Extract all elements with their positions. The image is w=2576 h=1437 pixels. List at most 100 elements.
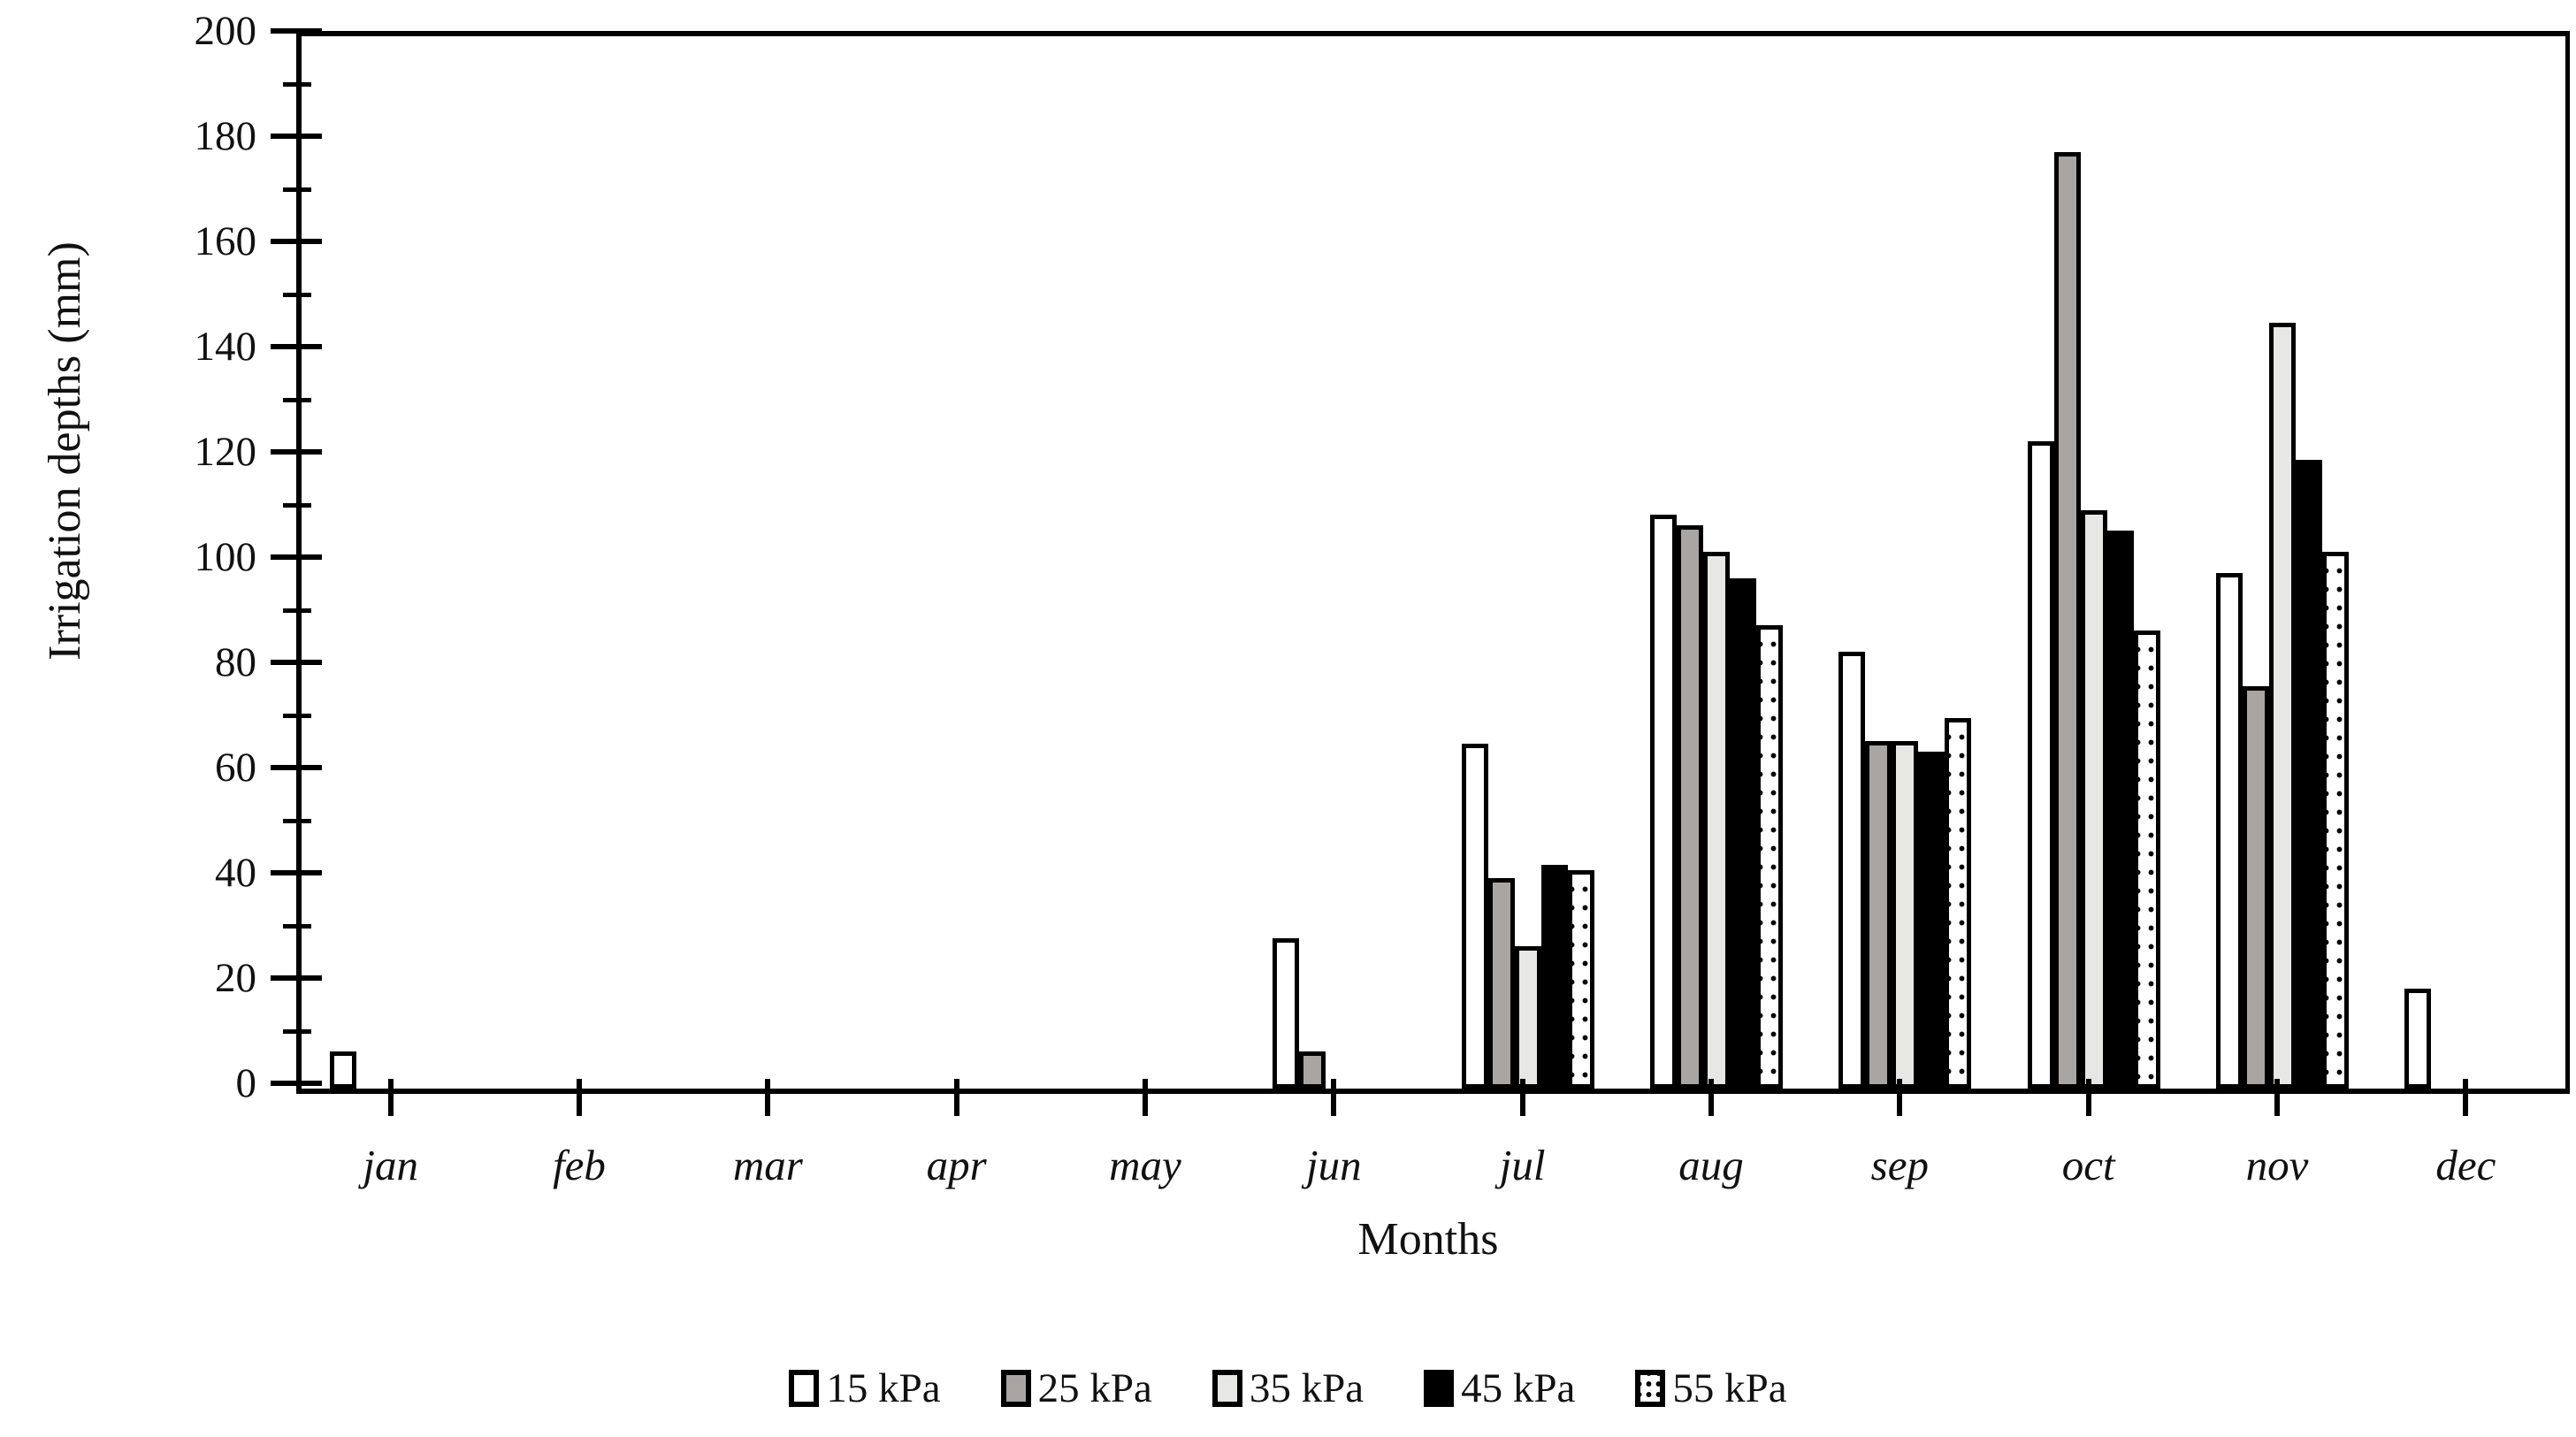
- bar-sep-45kPa: [1918, 752, 1945, 1089]
- bar-nov-45kPa: [2295, 459, 2322, 1089]
- bar-group-mar: [679, 36, 868, 1089]
- bar-slot-apr-25kPa: [922, 36, 949, 1089]
- bar-aug-15kPa: [1649, 515, 1677, 1089]
- legend: 15 kPa 25 kPa 35 kPa 45 kPa 55 kPa: [0, 1357, 2576, 1419]
- y-tick-label-160: 160: [194, 218, 257, 264]
- bar-group-feb: [490, 36, 678, 1089]
- bar-sep-15kPa: [1838, 652, 1866, 1089]
- bar-slot-jun-45kPa: [1352, 36, 1379, 1089]
- bar-oct-55kPa: [2133, 631, 2160, 1089]
- bar-jul-35kPa: [1514, 946, 1541, 1089]
- bar-slot-oct-55kPa: [2133, 36, 2160, 1089]
- legend-label: 15 kPa: [826, 1365, 941, 1411]
- bar-group-may: [1056, 36, 1244, 1089]
- bar-slot-sep-25kPa: [1865, 36, 1892, 1089]
- bar-jun-25kPa: [1299, 1051, 1326, 1089]
- x-tick-feb: [577, 1079, 582, 1116]
- bar-slot-apr-15kPa: [896, 36, 922, 1089]
- legend-swatch-lightgray-icon: [1212, 1370, 1242, 1407]
- bar-slot-oct-25kPa: [2053, 36, 2081, 1089]
- x-tick-sep: [1897, 1079, 1903, 1116]
- bar-nov-25kPa: [2242, 685, 2269, 1089]
- bar-slot-jun-25kPa: [1299, 36, 1326, 1089]
- bar-slot-sep-15kPa: [1838, 36, 1866, 1089]
- bar-slot-may-15kPa: [1084, 36, 1111, 1089]
- bar-group-nov: [2188, 36, 2376, 1089]
- x-tick-label-feb: feb: [553, 1141, 606, 1189]
- bar-slot-mar-35kPa: [760, 36, 786, 1089]
- bar-jan-15kPa: [329, 1051, 356, 1089]
- plot-area: [296, 31, 2570, 1094]
- bar-group-oct: [1999, 36, 2188, 1089]
- bar-slot-sep-35kPa: [1892, 36, 1919, 1089]
- bar-slot-jul-55kPa: [1567, 36, 1594, 1089]
- bar-slot-nov-15kPa: [2215, 36, 2243, 1089]
- x-tick-label-jan: jan: [363, 1141, 418, 1189]
- bar-nov-55kPa: [2321, 552, 2349, 1089]
- bar-jul-45kPa: [1540, 865, 1568, 1089]
- bar-slot-jan-35kPa: [383, 36, 409, 1089]
- bar-slot-may-25kPa: [1111, 36, 1137, 1089]
- bar-jul-25kPa: [1487, 878, 1515, 1089]
- x-tick-label-dec: dec: [2435, 1141, 2496, 1189]
- bar-group-sep: [1811, 36, 1999, 1089]
- bar-slot-jan-15kPa: [329, 36, 356, 1089]
- x-tick-label-aug: aug: [1678, 1141, 1744, 1189]
- bar-slot-aug-15kPa: [1649, 36, 1677, 1089]
- x-tick-label-nov: nov: [2245, 1141, 2309, 1189]
- bar-slot-dec-55kPa: [2511, 36, 2537, 1089]
- bar-slot-jun-55kPa: [1379, 36, 1405, 1089]
- legend-item-35kPa: 35 kPa: [1212, 1364, 1364, 1412]
- bar-slot-aug-55kPa: [1755, 36, 1783, 1089]
- bar-slot-jul-25kPa: [1487, 36, 1515, 1089]
- x-tick-label-may: may: [1109, 1141, 1181, 1189]
- legend-item-15kPa: 15 kPa: [789, 1364, 941, 1412]
- x-tick-apr: [953, 1079, 959, 1116]
- bar-slot-jan-45kPa: [409, 36, 436, 1089]
- bar-slot-oct-15kPa: [2027, 36, 2054, 1089]
- x-tick-dec: [2463, 1079, 2469, 1116]
- bar-slot-nov-55kPa: [2321, 36, 2349, 1089]
- x-tick-may: [1143, 1079, 1148, 1116]
- bar-slot-jun-35kPa: [1326, 36, 1352, 1089]
- y-tick-label-60: 60: [215, 745, 256, 791]
- legend-label: 45 kPa: [1461, 1365, 1576, 1411]
- bar-group-dec: [2377, 36, 2565, 1089]
- bar-slot-jan-55kPa: [436, 36, 462, 1089]
- bar-slot-nov-25kPa: [2242, 36, 2269, 1089]
- bar-slot-mar-55kPa: [813, 36, 839, 1089]
- bar-group-jan: [302, 36, 490, 1089]
- bar-aug-25kPa: [1676, 525, 1703, 1089]
- x-tick-label-jun: jun: [1306, 1141, 1362, 1189]
- bar-slot-dec-45kPa: [2484, 36, 2511, 1089]
- y-tick-label-200: 200: [194, 8, 257, 54]
- legend-swatch-gray-icon: [1000, 1370, 1031, 1407]
- bar-slot-mar-25kPa: [733, 36, 760, 1089]
- x-tick-oct: [2085, 1079, 2091, 1116]
- bar-dec-15kPa: [2404, 988, 2432, 1089]
- x-tick-aug: [1708, 1079, 1714, 1116]
- legend-item-55kPa: 55 kPa: [1635, 1364, 1787, 1412]
- bar-slot-dec-15kPa: [2404, 36, 2432, 1089]
- bar-slot-may-45kPa: [1164, 36, 1190, 1089]
- bar-oct-45kPa: [2106, 531, 2134, 1089]
- bar-slot-mar-15kPa: [707, 36, 733, 1089]
- bar-jul-55kPa: [1567, 870, 1594, 1089]
- bar-slot-jan-25kPa: [356, 36, 383, 1089]
- bar-slot-oct-45kPa: [2106, 36, 2134, 1089]
- bar-slot-apr-55kPa: [1002, 36, 1028, 1089]
- bar-slot-jun-15kPa: [1273, 36, 1300, 1089]
- legend-label: 25 kPa: [1037, 1365, 1152, 1411]
- bar-slot-feb-25kPa: [545, 36, 571, 1089]
- legend-item-25kPa: 25 kPa: [1000, 1364, 1152, 1412]
- x-axis-title: Months: [1357, 1214, 1499, 1265]
- bar-slot-oct-35kPa: [2080, 36, 2107, 1089]
- bar-oct-15kPa: [2027, 441, 2054, 1089]
- y-tick-label-140: 140: [194, 324, 257, 370]
- bar-slot-mar-45kPa: [786, 36, 813, 1089]
- bar-slot-jul-45kPa: [1540, 36, 1568, 1089]
- bar-group-jul: [1433, 36, 1622, 1089]
- bar-slot-feb-55kPa: [624, 36, 651, 1089]
- bar-group-aug: [1622, 36, 1810, 1089]
